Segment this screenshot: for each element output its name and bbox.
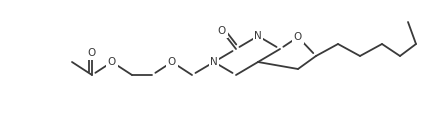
Text: O: O <box>294 32 302 42</box>
Text: O: O <box>168 57 176 67</box>
Text: N: N <box>254 31 262 41</box>
Text: O: O <box>88 48 96 58</box>
Text: O: O <box>108 57 116 67</box>
Text: O: O <box>218 26 226 36</box>
Text: N: N <box>210 57 218 67</box>
